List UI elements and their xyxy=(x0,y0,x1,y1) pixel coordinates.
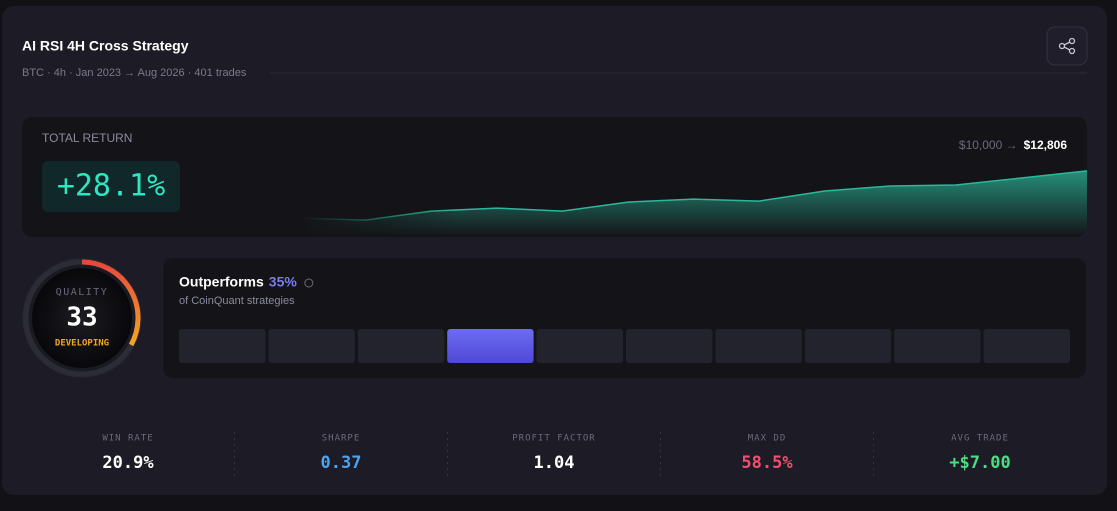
metric-value: 20.9% xyxy=(102,453,154,473)
percentile-bar xyxy=(268,329,355,363)
percentile-bar xyxy=(715,329,802,363)
percentile-title: Outperforms xyxy=(179,274,264,290)
percentile-bar xyxy=(536,329,623,363)
gauge-arc xyxy=(81,259,141,347)
return-to: $12,806 xyxy=(1024,138,1068,152)
percentile-subtitle: of CoinQuant strategies xyxy=(179,295,295,307)
return-box xyxy=(42,161,180,212)
metric-value: +$7.00 xyxy=(949,453,1010,473)
metric-value: 58.5% xyxy=(741,453,793,473)
title: AI RSI 4H Cross Strategy xyxy=(22,38,189,54)
metric-value: 0.37 xyxy=(321,453,362,473)
quality-label: QUALITY xyxy=(56,287,109,298)
quality-score: 33 xyxy=(66,303,97,333)
metric-label: MAX DD xyxy=(748,434,787,444)
share-button[interactable] xyxy=(1046,26,1088,66)
percentile-bar xyxy=(983,329,1070,363)
metric-label: SHARPE xyxy=(322,434,361,444)
metric-label: PROFIT FACTOR xyxy=(512,434,595,444)
percentile-bar xyxy=(357,329,445,363)
card-bg xyxy=(2,6,1107,495)
return-label: TOTAL RETURN xyxy=(42,131,132,145)
quality-status: DEVELOPING xyxy=(55,339,109,349)
percentile-bar xyxy=(626,329,713,363)
metric-label: AVG TRADE xyxy=(951,434,1009,444)
percentile-bar xyxy=(804,329,892,363)
percentile-bar xyxy=(179,329,266,363)
percentile-bar-active xyxy=(447,329,534,363)
gauge-center xyxy=(32,268,132,368)
return-value: +28.1% xyxy=(57,169,165,204)
return-from: $10,000 → xyxy=(959,138,1018,152)
percentile-value: 35% xyxy=(269,274,298,290)
subtitle: BTC · 4h · Jan 2023 → Aug 2026 · 401 tra… xyxy=(22,67,247,79)
metric-value: 1.04 xyxy=(534,453,575,473)
fade xyxy=(300,160,1087,237)
percentile-bar xyxy=(894,329,981,363)
info-icon[interactable] xyxy=(304,278,314,288)
metric-label: WIN RATE xyxy=(102,434,153,444)
